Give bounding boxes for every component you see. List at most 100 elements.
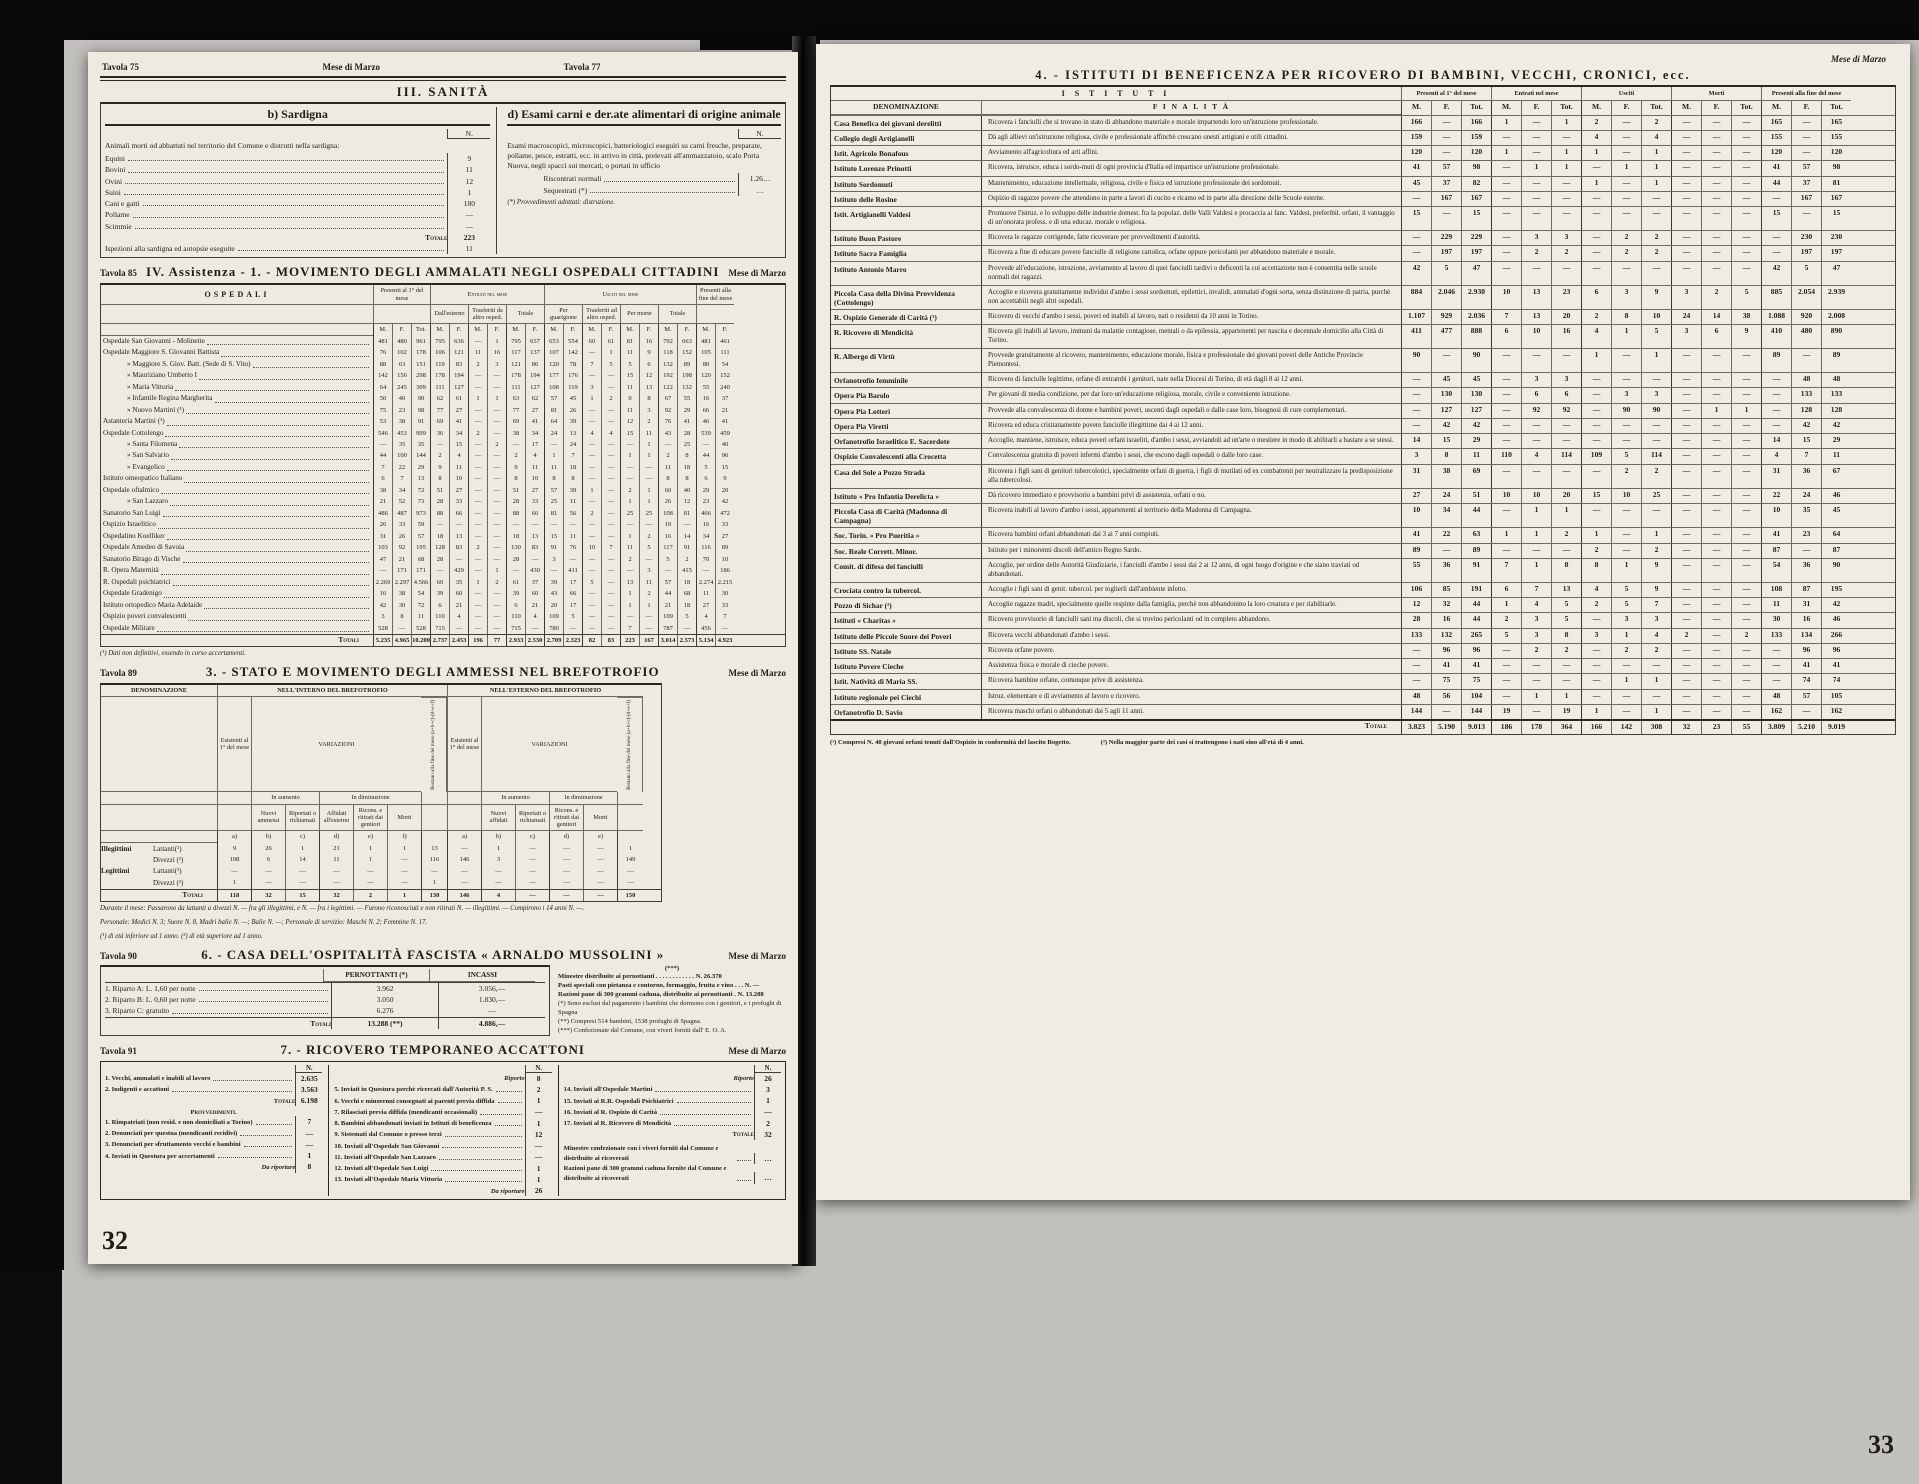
- institution-name: Piccola Casa della Divina Provvidenza (C…: [834, 288, 955, 307]
- cell: —: [515, 865, 549, 878]
- cell: —: [563, 519, 582, 531]
- cell: —: [1791, 115, 1821, 130]
- tavola-75-label: Tavola 75: [102, 62, 139, 72]
- cell: 2.573: [677, 634, 696, 647]
- cell: 21: [319, 842, 353, 855]
- cell: —: [544, 519, 563, 531]
- cell: 1: [1551, 503, 1581, 528]
- cell: 2: [1581, 598, 1611, 613]
- cell: 60: [658, 484, 677, 497]
- col-istituti: I S T I T U T I: [831, 87, 1401, 102]
- cell: 90: [1641, 403, 1671, 418]
- cell: 1: [353, 854, 387, 866]
- cell: —: [1731, 598, 1761, 613]
- cell: 109: [1581, 449, 1611, 464]
- cell: 6: [251, 854, 285, 866]
- mf-letter: F.: [639, 324, 658, 336]
- casa-left-table: PERNOTTANTI (*) INCASSI 1. Riparto A: L.…: [100, 964, 550, 1036]
- cell: 133: [1791, 388, 1821, 403]
- col-letter: e): [583, 831, 617, 843]
- cell: —: [1491, 643, 1521, 659]
- cell: 45: [1401, 176, 1431, 191]
- cell: 2: [487, 576, 506, 589]
- n-column-header: N.: [524, 1064, 552, 1073]
- cell: —: [487, 427, 506, 439]
- cell: 57: [1791, 689, 1821, 704]
- cell: —: [544, 565, 563, 577]
- cell: —: [1611, 130, 1641, 146]
- cell: 4.923: [715, 634, 734, 647]
- cell: 15: [285, 889, 319, 902]
- cell: 1: [1491, 146, 1521, 161]
- cell: 89: [1761, 349, 1791, 373]
- item-label: 4. Inviati in Questura per accertamenti: [105, 1152, 215, 1160]
- cell: 1: [639, 484, 658, 497]
- razioni-value: …: [753, 1172, 781, 1184]
- cell: —: [1521, 659, 1551, 674]
- cell: 165: [1761, 115, 1791, 130]
- cell: 2: [1551, 643, 1581, 659]
- cell: 62: [525, 393, 544, 405]
- cell: —: [1671, 488, 1701, 503]
- table-row: Istituto delle Piccole Suore dei Poveri R…: [831, 627, 1895, 643]
- col-aumento: In aumento: [251, 792, 319, 805]
- cell: 1: [620, 530, 639, 543]
- table-row: Orfanotrofio Israelitico E. Sacerdote Acc…: [831, 433, 1895, 449]
- cell: —: [715, 622, 734, 634]
- col-diminuzione: In diminuzione: [549, 792, 617, 805]
- cell: 27: [525, 404, 544, 417]
- cell: 155: [1761, 130, 1791, 146]
- cell: —: [1581, 246, 1611, 261]
- cell: 26: [658, 496, 677, 508]
- cell: —: [1701, 373, 1731, 388]
- cell: 2: [620, 484, 639, 497]
- cell: 1: [1581, 528, 1611, 543]
- table-row: Ospizio poveri convalescenti 3 8 11 110 4— —11…: [101, 611, 785, 623]
- cell: 15: [620, 427, 639, 439]
- cell: 23: [696, 496, 715, 508]
- cell: 38: [373, 484, 392, 497]
- list-item: 5. Inviati in Questura perchè ricercati …: [334, 1083, 551, 1096]
- item-label: Scimmie: [105, 221, 132, 231]
- cell: —: [1731, 191, 1761, 207]
- cell: 7: [563, 450, 582, 462]
- cell: 91: [1461, 558, 1491, 582]
- cell: —: [1731, 418, 1761, 434]
- cell: 16: [658, 530, 677, 543]
- cell: 32: [251, 889, 285, 902]
- cell: —: [285, 877, 319, 889]
- cell: 223: [620, 634, 639, 647]
- mf-letter: F.: [1521, 101, 1551, 115]
- cell: —: [617, 877, 643, 889]
- da-riportare-value: 26: [524, 1185, 552, 1197]
- dotted-leader: [198, 990, 328, 992]
- cell: —: [1401, 373, 1431, 388]
- dotted-leader: [132, 216, 445, 218]
- institution-name: Opera Pia Barolo: [834, 391, 890, 401]
- casa-section-header: Tavola 90 6. - CASA DELL'OSPITALITÀ FASC…: [100, 947, 786, 963]
- institution-name: Comit. di difesa dei fanciulli: [834, 561, 923, 571]
- item-label: 1. Vecchi, ammalati e inabili al lavoro: [105, 1075, 211, 1083]
- cell: 57: [411, 530, 430, 543]
- mf-letter: Tot.: [411, 324, 430, 336]
- cell: 16: [1431, 613, 1461, 628]
- cell: 13: [639, 381, 658, 394]
- cell: 24: [1671, 310, 1701, 325]
- cell: 48: [1761, 689, 1791, 704]
- table-row: Ospedale San Giovanni - Molinette 481 480 9…: [101, 335, 785, 348]
- item-value: 1: [524, 1162, 552, 1174]
- cell: —: [549, 889, 583, 902]
- col-diminuzione: In diminuzione: [319, 792, 421, 805]
- cell: —: [487, 507, 506, 520]
- table-row: Casa del Sole a Pozzo Strada Ricovera i f…: [831, 463, 1895, 488]
- cell: —: [1611, 689, 1641, 704]
- cell: 34: [449, 427, 468, 439]
- cell: 1: [1641, 674, 1671, 689]
- cell: 178: [1521, 721, 1551, 734]
- cell: 88: [430, 507, 449, 520]
- cell: 5: [601, 358, 620, 371]
- table-row: Ospedale Amedeo di Savoia 103 92 195 128 83 2—…: [101, 542, 785, 554]
- cell: 25: [639, 507, 658, 520]
- scan-tear: [700, 36, 820, 50]
- cell: 28: [677, 427, 696, 439]
